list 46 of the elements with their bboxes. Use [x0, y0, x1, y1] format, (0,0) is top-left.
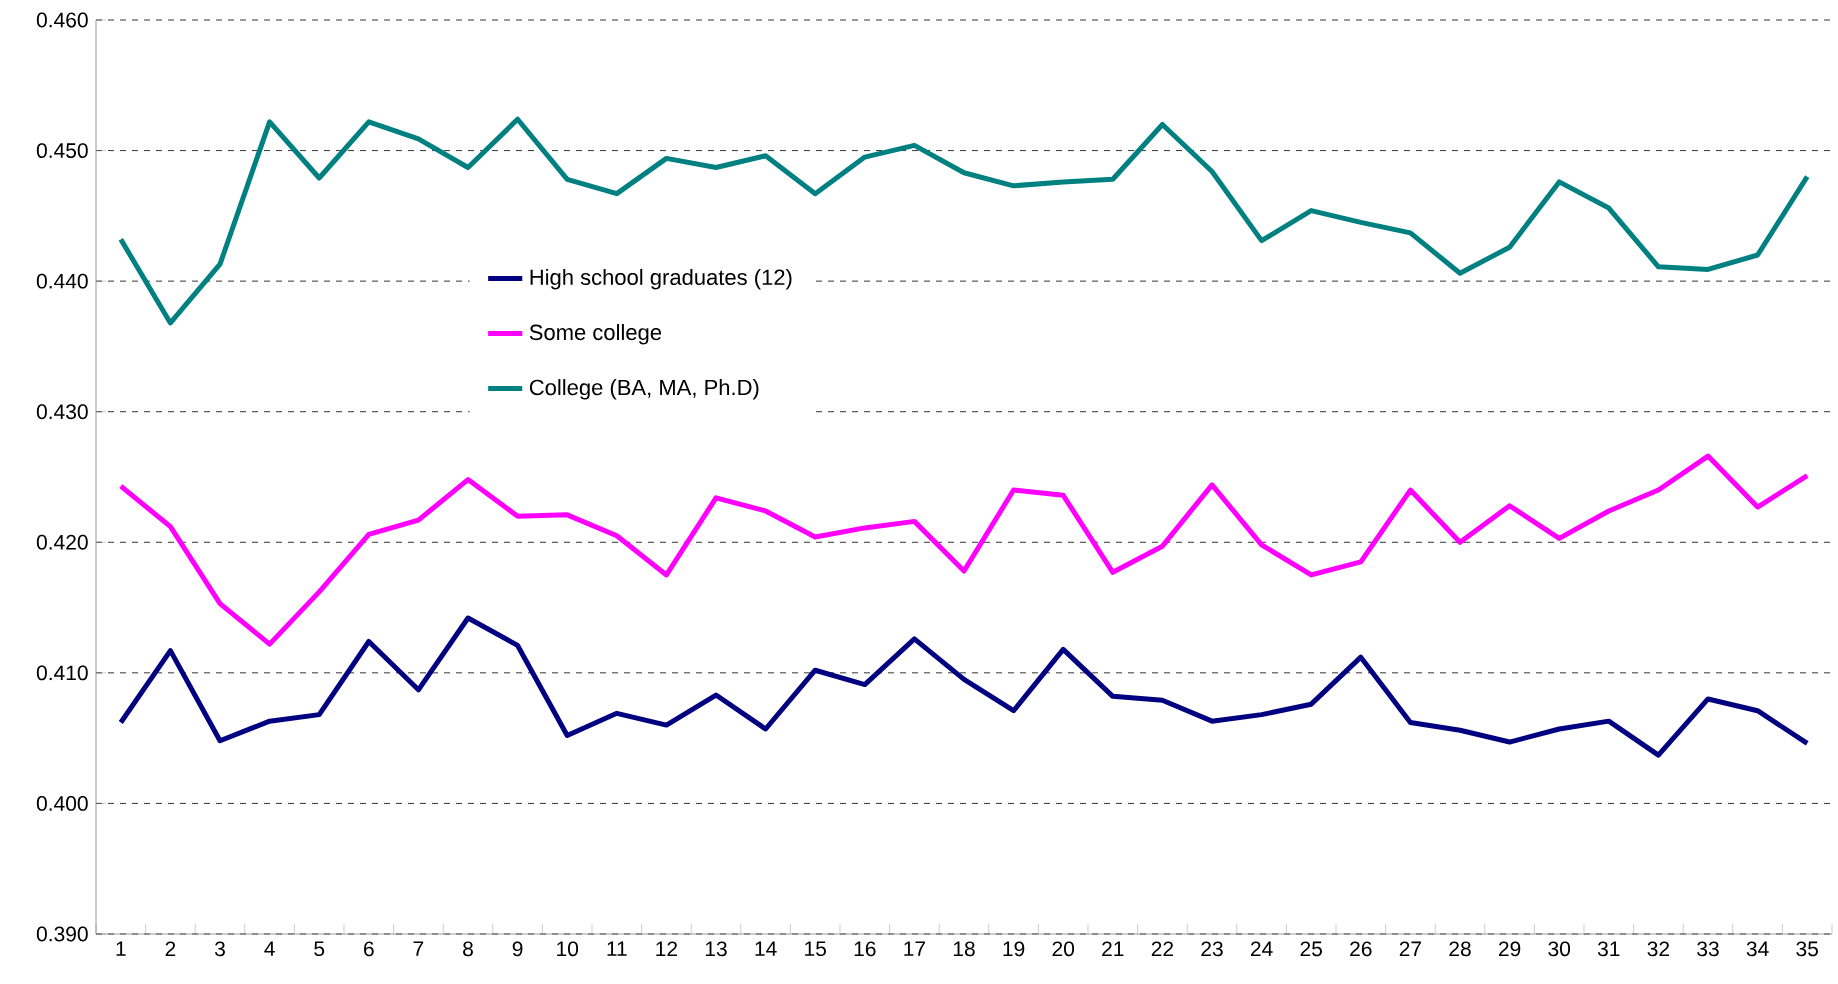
x-tick-label: 34 — [1746, 941, 1769, 957]
x-tick-label: 22 — [1151, 941, 1173, 957]
x-tick-label: 29 — [1498, 941, 1521, 957]
y-tick-label: 0.410 — [36, 665, 88, 681]
x-tick-label: 23 — [1201, 941, 1223, 957]
x-tick-label: 15 — [805, 941, 826, 957]
y-tick-label: 0.460 — [36, 12, 88, 28]
x-tick-label: 7 — [413, 941, 424, 956]
x-tick-label: 9 — [512, 941, 523, 957]
y-tick-label: 0.390 — [36, 926, 88, 942]
x-tick-label: 25 — [1300, 941, 1322, 957]
x-tick-label: 3 — [214, 941, 225, 957]
x-tick-label: 24 — [1250, 941, 1273, 957]
x-tick-label: 21 — [1102, 941, 1124, 957]
x-tick-label: 19 — [1003, 941, 1025, 957]
legend-label: Some college — [529, 323, 662, 345]
x-tick-label: 18 — [953, 941, 975, 957]
x-tick-label: 12 — [656, 941, 678, 957]
legend-label: College (BA, MA, Ph.D) — [529, 379, 759, 400]
legend-label: High school graduates (12) — [530, 268, 792, 290]
x-tick-label: 8 — [463, 941, 473, 957]
y-tick-label: 0.430 — [36, 404, 88, 420]
x-tick-label: 20 — [1052, 941, 1075, 957]
y-tick-label: 0.450 — [36, 143, 88, 159]
x-tick-label: 35 — [1796, 941, 1818, 957]
x-tick-label: 16 — [854, 941, 876, 957]
x-tick-label: 14 — [755, 941, 777, 956]
x-tick-label: 6 — [364, 941, 374, 957]
x-tick-label: 27 — [1399, 941, 1421, 957]
x-tick-label: 11 — [607, 941, 627, 956]
x-tick-label: 30 — [1548, 941, 1571, 957]
x-tick-label: 13 — [705, 941, 727, 957]
x-tick-label: 10 — [557, 941, 579, 957]
x-tick-label: 33 — [1697, 941, 1719, 957]
x-tick-label: 5 — [314, 941, 325, 957]
y-tick-label: 0.400 — [36, 795, 88, 811]
y-tick-label: 0.420 — [36, 534, 88, 550]
y-tick-label: 0.440 — [36, 273, 88, 289]
x-tick-label: 17 — [904, 941, 926, 956]
x-tick-label: 26 — [1350, 941, 1372, 957]
x-tick-label: 28 — [1449, 941, 1471, 957]
x-tick-label: 4 — [264, 941, 275, 956]
x-tick-label: 31 — [1597, 941, 1620, 957]
x-tick-label: 1 — [116, 941, 126, 956]
x-tick-label: 32 — [1647, 941, 1669, 957]
x-tick-label: 2 — [165, 941, 176, 957]
